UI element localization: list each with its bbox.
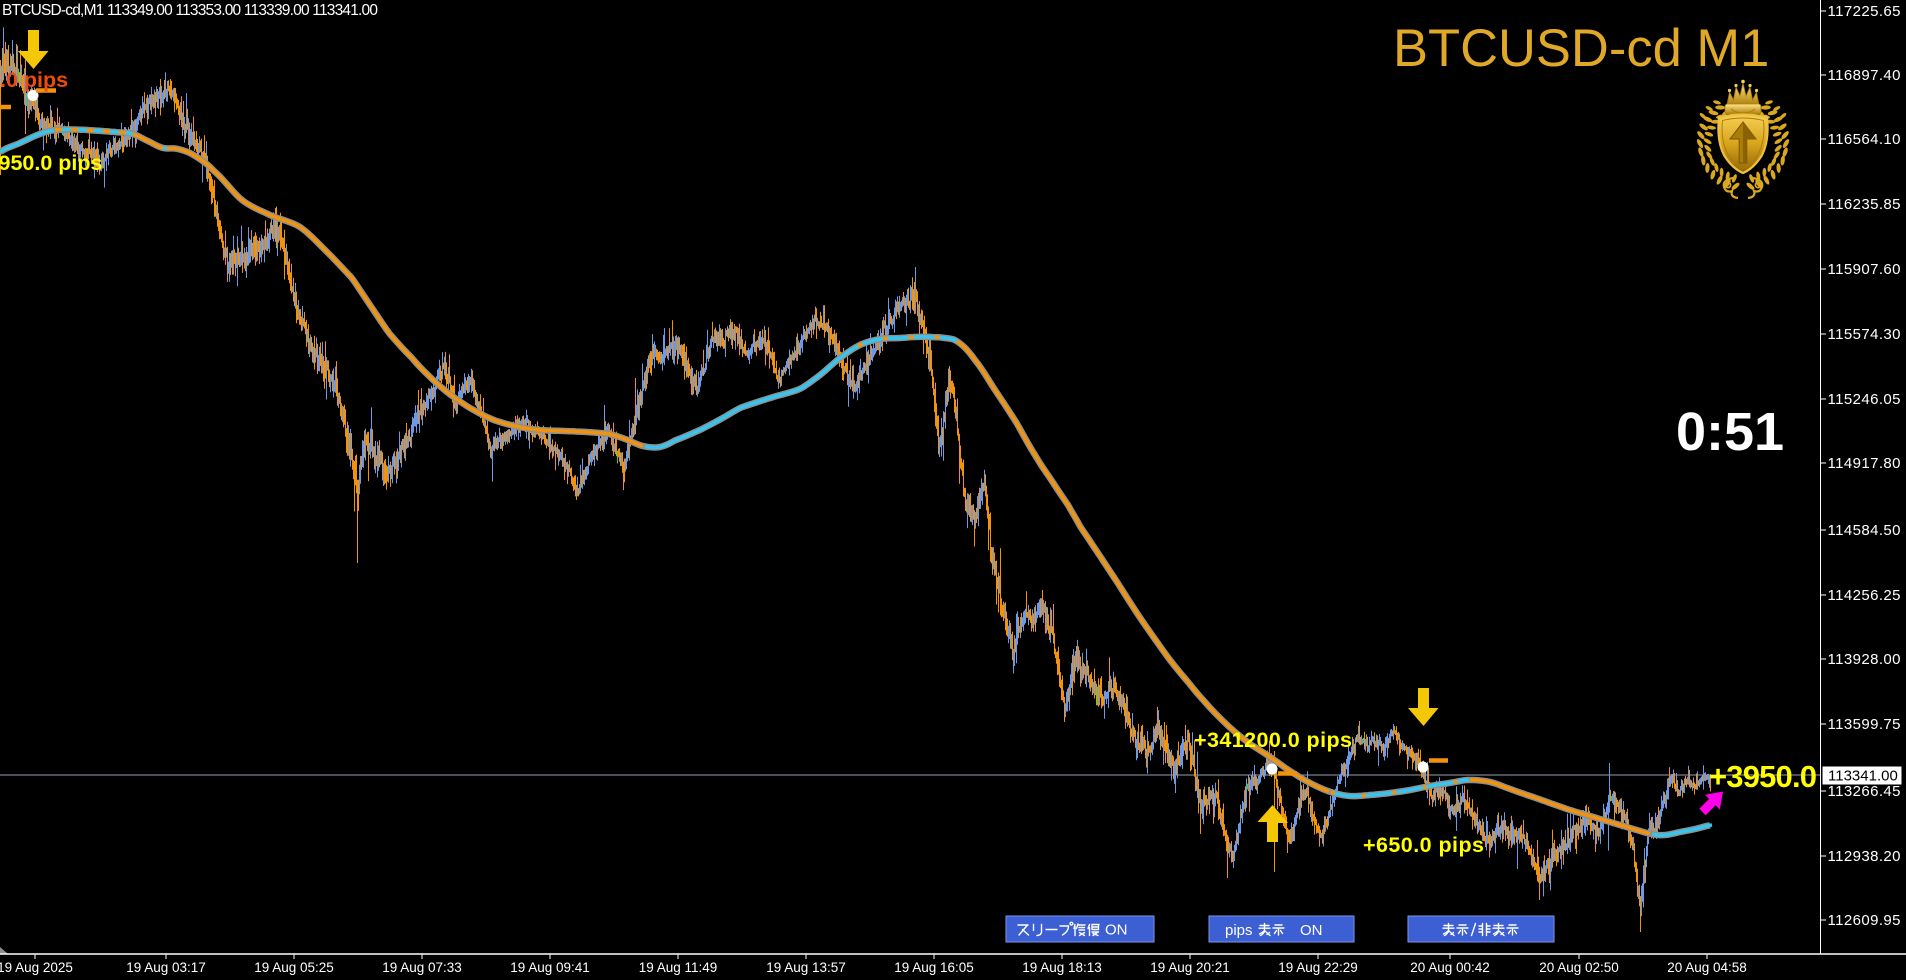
svg-text:20 Aug 00:42: 20 Aug 00:42 bbox=[1410, 960, 1490, 975]
svg-text:113341.00: 113341.00 bbox=[1828, 768, 1898, 785]
svg-text:ON: ON bbox=[1300, 922, 1323, 939]
svg-text:115574.30: 115574.30 bbox=[1828, 326, 1901, 343]
svg-text:112938.20: 112938.20 bbox=[1828, 848, 1901, 865]
svg-text:113928.00: 113928.00 bbox=[1828, 651, 1901, 668]
svg-text:114584.50: 114584.50 bbox=[1828, 522, 1901, 539]
svg-text:+341200.0 pips: +341200.0 pips bbox=[1194, 728, 1352, 752]
svg-text:115907.60: 115907.60 bbox=[1828, 261, 1901, 278]
svg-text:19 Aug 03:17: 19 Aug 03:17 bbox=[126, 960, 206, 975]
svg-text:116564.10: 116564.10 bbox=[1828, 131, 1901, 148]
svg-text:19 Aug 18:13: 19 Aug 18:13 bbox=[1022, 960, 1102, 975]
svg-text:19 Aug 07:33: 19 Aug 07:33 bbox=[382, 960, 462, 975]
svg-text:ON: ON bbox=[1105, 922, 1128, 939]
svg-text:19 Aug 11:49: 19 Aug 11:49 bbox=[639, 960, 718, 975]
svg-text:0:51: 0:51 bbox=[1676, 402, 1784, 462]
svg-text:BTCUSD-cd,M1 113349.00 113353: BTCUSD-cd,M1 113349.00 113353.00 113339.… bbox=[2, 2, 378, 19]
svg-text:19 Aug 13:57: 19 Aug 13:57 bbox=[766, 960, 846, 975]
svg-text:+3950.0: +3950.0 bbox=[1709, 759, 1817, 794]
svg-text:+650.0 pips: +650.0 pips bbox=[1363, 833, 1484, 857]
svg-text:117225.65: 117225.65 bbox=[1828, 3, 1901, 20]
svg-text:114256.25: 114256.25 bbox=[1828, 587, 1901, 604]
svg-text:113599.75: 113599.75 bbox=[1828, 716, 1901, 733]
svg-text:116235.85: 116235.85 bbox=[1828, 196, 1901, 213]
svg-text:114917.80: 114917.80 bbox=[1828, 455, 1901, 472]
svg-text:19 Aug 2025: 19 Aug 2025 bbox=[0, 960, 73, 975]
svg-text:20 Aug 04:58: 20 Aug 04:58 bbox=[1667, 960, 1747, 975]
svg-text:19 Aug 16:05: 19 Aug 16:05 bbox=[894, 960, 974, 975]
svg-text:19 Aug 09:41: 19 Aug 09:41 bbox=[510, 960, 590, 975]
svg-text:20 Aug 02:50: 20 Aug 02:50 bbox=[1539, 960, 1619, 975]
svg-text:116897.40: 116897.40 bbox=[1828, 67, 1901, 84]
svg-text:pips: pips bbox=[1225, 922, 1253, 939]
svg-text:19 Aug 22:29: 19 Aug 22:29 bbox=[1278, 960, 1358, 975]
svg-text:BTCUSD-cd M1: BTCUSD-cd M1 bbox=[1393, 19, 1769, 78]
svg-text:113266.45: 113266.45 bbox=[1828, 783, 1901, 800]
svg-text:+3950.0 pips: +3950.0 pips bbox=[0, 151, 103, 175]
svg-text:112609.95: 112609.95 bbox=[1828, 912, 1901, 929]
svg-text:.0 pips: .0 pips bbox=[0, 68, 68, 92]
svg-text:19 Aug 05:25: 19 Aug 05:25 bbox=[254, 960, 334, 975]
svg-text:115246.05: 115246.05 bbox=[1828, 391, 1901, 408]
svg-text:19 Aug 20:21: 19 Aug 20:21 bbox=[1150, 960, 1230, 975]
